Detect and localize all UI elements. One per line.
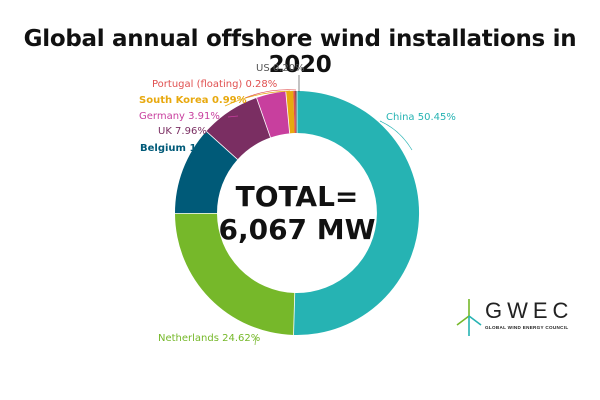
label-china: China 50.45% xyxy=(386,112,456,123)
leader-belgium xyxy=(187,151,196,167)
label-us: US 0.20% xyxy=(256,63,305,74)
label-germany: Germany 3.91% xyxy=(139,111,220,122)
gwec-logo: GWEC GLOBAL WIND ENERGY COUNCIL xyxy=(455,298,595,338)
slice-china xyxy=(293,90,420,335)
slice-portugal xyxy=(293,91,296,134)
logo-wordmark: GWEC xyxy=(485,298,574,323)
logo-subtitle: GLOBAL WIND ENERGY COUNCIL xyxy=(485,325,569,330)
total-label: TOTAL= 6,067 MW xyxy=(197,180,397,246)
leader-netherlands xyxy=(254,335,257,346)
label-south-korea: South Korea 0.99% xyxy=(139,95,247,106)
total-line2: 6,067 MW xyxy=(218,213,376,246)
slice-uk xyxy=(206,97,271,160)
slice-netherlands xyxy=(175,213,295,335)
wind-turbine-icon xyxy=(456,299,482,336)
chart-title: Global annual offshore wind installation… xyxy=(23,26,577,78)
label-netherlands: Netherlands 24.62% xyxy=(158,333,261,344)
slice-belgium xyxy=(174,131,238,214)
leader-portugal xyxy=(244,89,297,99)
leader-germany xyxy=(227,115,239,118)
slice-south-korea xyxy=(285,91,295,134)
total-line1: TOTAL= xyxy=(235,180,359,213)
donut-segments xyxy=(174,90,420,335)
label-belgium: Belgium 11 xyxy=(140,143,204,154)
leader-south-korea xyxy=(224,90,291,107)
label-uk: UK 7.96% xyxy=(158,126,207,137)
slice-germany xyxy=(256,91,290,138)
leader-uk xyxy=(211,122,217,132)
label-portugal: Portugal (floating) 0.28% xyxy=(152,79,278,90)
leader-china xyxy=(379,120,413,151)
